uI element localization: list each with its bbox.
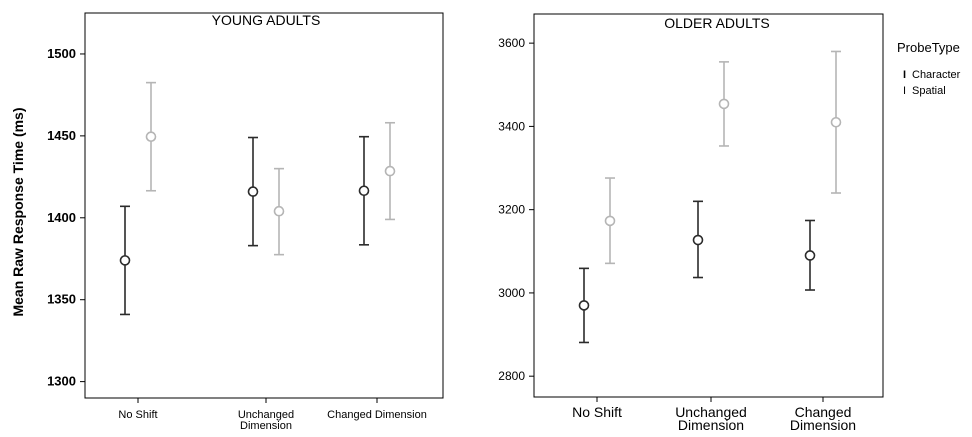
y-tick-label: 3400 xyxy=(498,119,525,133)
x-tick-label: Unchanged xyxy=(238,409,294,421)
x-tick-label: Dimension xyxy=(678,417,744,433)
x-tick-label: Changed Dimension xyxy=(327,409,427,421)
error-bar-spatial xyxy=(273,167,285,256)
mean-point xyxy=(273,205,285,217)
mean-point xyxy=(358,185,370,197)
error-bar-character xyxy=(358,135,370,246)
young-adults-panel: YOUNG ADULTS 1300 1350 1400 1450 1500 No Shif… xyxy=(47,12,444,432)
mean-point xyxy=(145,131,157,142)
panel-title: OLDER ADULTS xyxy=(664,15,770,31)
mean-point xyxy=(247,186,259,197)
y-tick-label: 2800 xyxy=(498,369,525,383)
x-tick-label: Dimension xyxy=(790,417,856,433)
legend-item-spatial: I Spatial xyxy=(903,85,946,97)
x-tick-label: Changed xyxy=(795,404,852,420)
x-tick-label: No Shift xyxy=(118,409,157,421)
plot-frame xyxy=(533,13,884,398)
x-tick-label: Dimension xyxy=(240,420,292,432)
legend-title: ProbeType xyxy=(897,40,960,55)
y-tick-label: 1500 xyxy=(47,46,76,61)
legend-item-character: I Character xyxy=(903,69,961,81)
error-bar-character xyxy=(119,205,131,316)
error-bar-spatial xyxy=(830,50,842,194)
y-axis-label: Mean Raw Response Time (ms) xyxy=(10,107,26,316)
legend-marker-character: I xyxy=(903,69,906,81)
older-adults-panel: OLDER ADULTS 2800 3000 3200 3400 3600 No Shif… xyxy=(498,13,884,433)
y-tick-label: 1450 xyxy=(47,128,76,143)
y-tick-label: 3200 xyxy=(498,203,525,217)
plot-frame xyxy=(84,12,444,399)
legend: ProbeType I Character I Spatial xyxy=(897,40,961,97)
mean-point xyxy=(692,234,704,246)
x-tick-label: Unchanged xyxy=(675,404,747,420)
error-bar-character xyxy=(692,200,704,279)
mean-point xyxy=(384,165,396,177)
y-tick-label: 3000 xyxy=(498,286,525,300)
error-bar-character xyxy=(578,267,590,344)
error-bar-spatial xyxy=(718,61,730,147)
mean-point xyxy=(604,215,616,227)
error-bar-spatial xyxy=(145,81,157,192)
error-bar-spatial xyxy=(604,177,616,265)
mean-point xyxy=(718,98,730,110)
mean-point xyxy=(830,116,842,128)
legend-label-character: Character xyxy=(912,69,961,81)
y-tick-label: 1350 xyxy=(47,292,76,307)
error-bar-character xyxy=(804,219,816,291)
legend-label-spatial: Spatial xyxy=(912,85,946,97)
mean-point xyxy=(804,250,816,261)
panel-title: YOUNG ADULTS xyxy=(212,12,321,28)
x-tick-label: No Shift xyxy=(572,404,622,420)
y-tick-label: 1300 xyxy=(47,374,76,389)
mean-point xyxy=(119,255,131,266)
mean-point xyxy=(578,300,590,311)
y-tick-label: 1400 xyxy=(47,210,76,225)
error-bar-character xyxy=(247,136,259,247)
legend-marker-spatial: I xyxy=(903,85,906,97)
y-tick-label: 3600 xyxy=(498,36,525,50)
error-bar-spatial xyxy=(384,121,396,221)
